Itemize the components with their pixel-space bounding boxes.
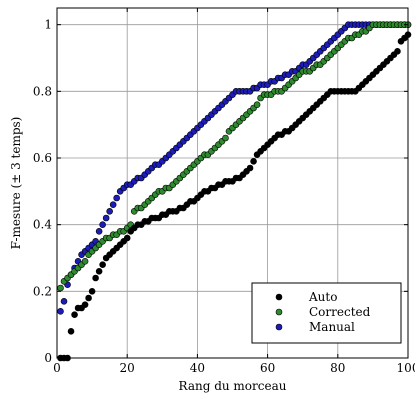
x-tick-label: 0: [53, 361, 61, 375]
legend-label: Manual: [309, 320, 355, 334]
y-axis-label: F-mesure (± 3 temps): [9, 117, 23, 250]
data-point: [250, 158, 257, 165]
data-point: [123, 234, 131, 242]
y-tick-label: 0: [44, 351, 52, 365]
x-tick-label: 40: [190, 361, 205, 375]
legend-label: Auto: [308, 290, 337, 304]
data-point: [99, 261, 106, 268]
data-point: [71, 311, 78, 318]
data-point: [99, 221, 106, 228]
legend-marker-manual: [275, 323, 283, 331]
series-corrected: [57, 21, 412, 292]
data-point: [81, 301, 89, 308]
data-point: [95, 268, 103, 275]
x-tick-label: 100: [397, 361, 415, 375]
x-tick-label: 20: [120, 361, 135, 375]
y-tick-label: 0.6: [33, 151, 52, 165]
data-point: [106, 208, 113, 215]
data-point: [60, 298, 68, 305]
y-tick-label: 0.2: [33, 284, 52, 298]
data-point: [57, 308, 64, 315]
y-tick-label: 1: [44, 18, 52, 32]
data-point: [246, 164, 254, 172]
data-point: [57, 284, 64, 292]
y-tick-label: 0.8: [33, 84, 52, 98]
legend-marker-corrected: [275, 308, 283, 316]
data-point: [85, 294, 92, 302]
data-series: [57, 21, 412, 362]
x-axis-label: Rang du morceau: [179, 379, 287, 393]
data-point: [67, 328, 75, 335]
data-point: [88, 288, 96, 295]
data-point: [92, 274, 99, 282]
plot-frame: [56, 7, 409, 359]
data-point: [253, 101, 261, 108]
data-point: [394, 48, 401, 55]
legend-label: Corrected: [309, 305, 371, 319]
x-tick-label: 80: [330, 361, 345, 375]
y-tick-label: 0.4: [33, 218, 52, 232]
legend-marker-auto: [275, 293, 283, 301]
data-point: [109, 201, 117, 208]
data-point: [222, 134, 229, 142]
axis-ticks: 0 20 40 60 80 100 0 0.2 0.4 0.6 0.8 1: [33, 8, 415, 375]
data-point: [95, 228, 103, 235]
data-point: [113, 194, 120, 202]
series-auto: [57, 31, 412, 362]
data-point: [102, 214, 110, 222]
data-point: [81, 258, 89, 265]
x-tick-label: 60: [260, 361, 275, 375]
